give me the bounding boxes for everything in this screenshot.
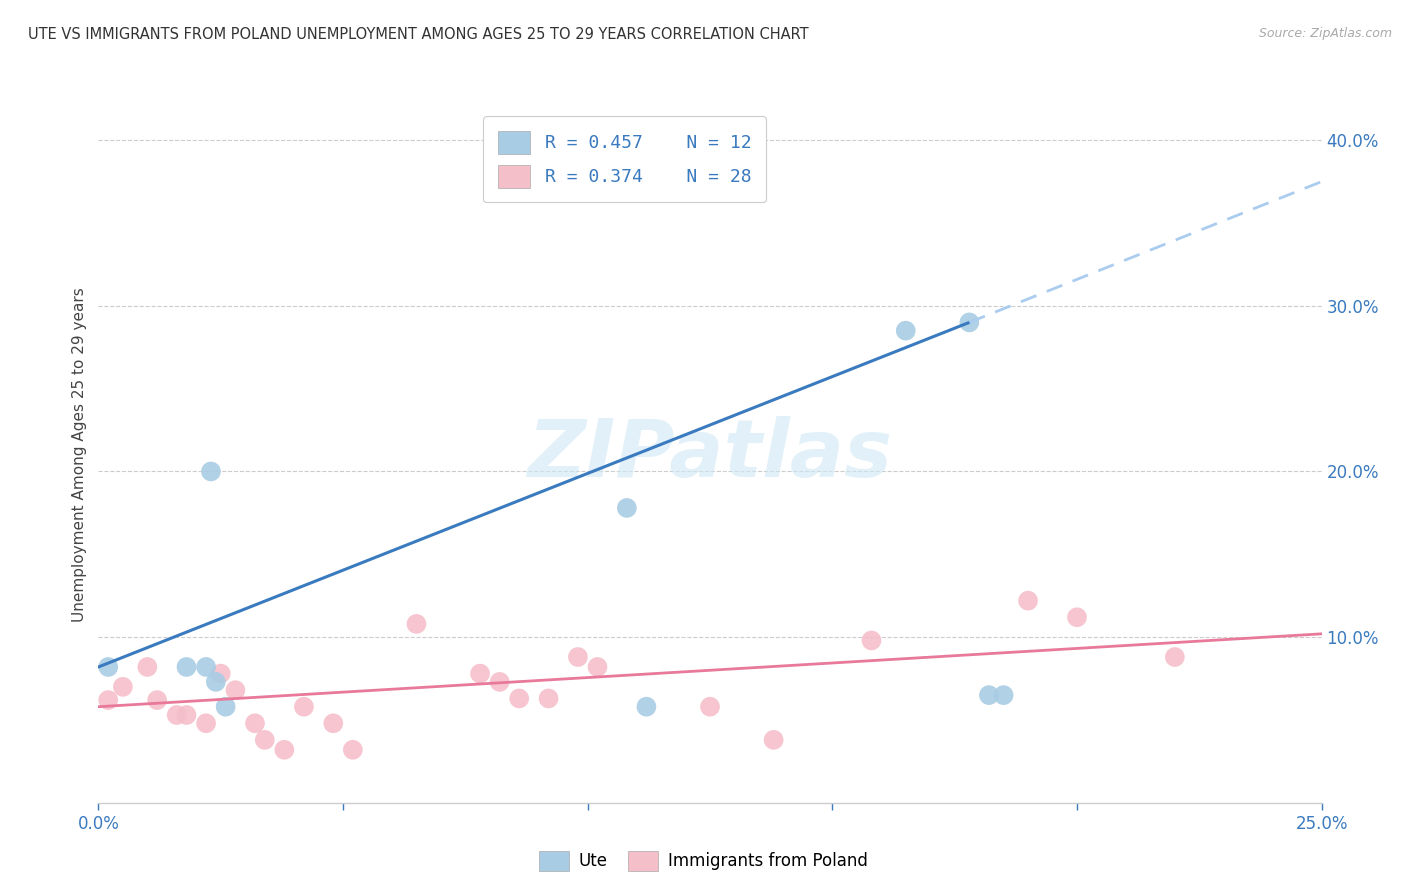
Point [292,699,315,714]
Point [195,660,218,674]
Legend: R = 0.457    N = 12, R = 0.374    N = 28: R = 0.457 N = 12, R = 0.374 N = 28 [484,116,766,202]
Point [567,650,589,665]
Point [111,680,134,694]
Point [636,699,658,714]
Point [253,732,276,747]
Point [1066,610,1088,624]
Point [176,708,198,723]
Legend: Ute, Immigrants from Poland: Ute, Immigrants from Poland [530,842,876,880]
Point [97,693,120,707]
Point [860,633,883,648]
Point [209,666,232,681]
Text: Source: ZipAtlas.com: Source: ZipAtlas.com [1258,27,1392,40]
Point [977,688,1000,702]
Point [468,666,491,681]
Point [957,315,980,329]
Point [214,699,236,714]
Point [762,732,785,747]
Text: UTE VS IMMIGRANTS FROM POLAND UNEMPLOYMENT AMONG AGES 25 TO 29 YEARS CORRELATION: UTE VS IMMIGRANTS FROM POLAND UNEMPLOYME… [28,27,808,42]
Point [699,699,721,714]
Point [224,683,246,698]
Point [405,616,427,631]
Point [200,465,222,479]
Point [537,691,560,706]
Point [136,660,159,674]
Point [616,500,638,515]
Y-axis label: Unemployment Among Ages 25 to 29 years: Unemployment Among Ages 25 to 29 years [72,287,87,623]
Point [342,743,364,757]
Point [273,743,295,757]
Point [586,660,609,674]
Text: ZIPatlas: ZIPatlas [527,416,893,494]
Point [488,674,510,689]
Point [508,691,530,706]
Point [146,693,169,707]
Point [176,660,198,674]
Point [243,716,266,731]
Point [1017,593,1039,607]
Point [97,660,120,674]
Point [1164,650,1187,665]
Point [993,688,1015,702]
Point [322,716,344,731]
Point [894,324,917,338]
Point [195,716,218,731]
Point [205,674,228,689]
Point [166,708,188,723]
